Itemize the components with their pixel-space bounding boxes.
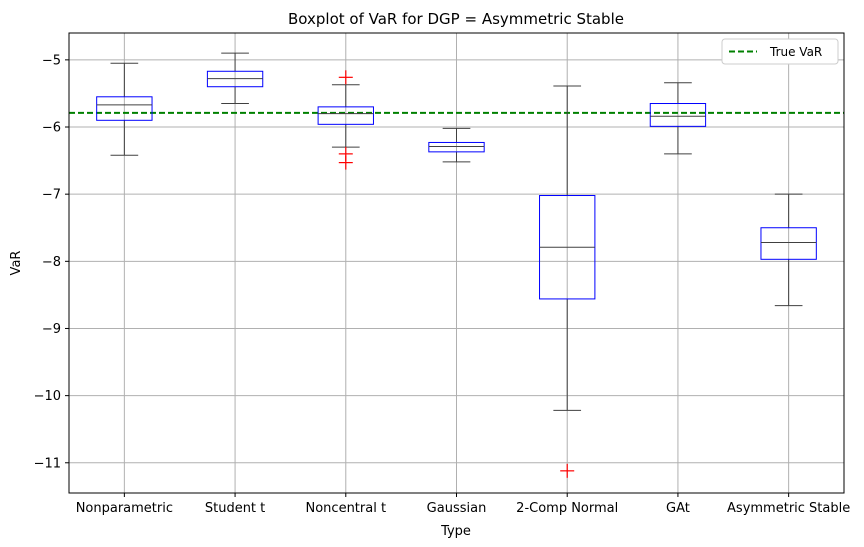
y-tick-label: −10 — [34, 389, 61, 404]
legend-frame — [721, 38, 839, 65]
outlier-marker — [560, 463, 575, 478]
y-tick-label: −9 — [42, 322, 61, 337]
x-tick-label: Gaussian — [427, 501, 487, 516]
x-tick-label: Asymmetric Stable — [727, 501, 850, 516]
y-tick-label: −8 — [42, 255, 61, 270]
legend-true-var-label: True VaR — [769, 45, 822, 59]
x-tick-label: GAt — [666, 501, 690, 516]
boxes — [96, 52, 817, 478]
box-gaussian — [428, 127, 485, 163]
grid — [69, 33, 844, 493]
box-asymmetric-stable — [760, 193, 817, 307]
x-axis-label: Type — [440, 524, 471, 539]
y-tick-label: −7 — [42, 188, 61, 203]
y-tick-label: −6 — [42, 121, 61, 136]
box-noncentral-t — [317, 70, 374, 170]
x-tick-label: 2-Comp Normal — [516, 501, 618, 516]
y-tick-label: −11 — [34, 456, 61, 471]
box-nonparametric — [96, 62, 153, 156]
x-tick-label: Student t — [205, 501, 265, 516]
box-student-t — [206, 52, 264, 105]
iqr-box — [428, 141, 485, 153]
iqr-box — [317, 106, 374, 125]
legend: True VaR — [721, 38, 839, 65]
outlier-marker — [338, 70, 353, 85]
iqr-box — [760, 227, 817, 260]
x-tick-label: Nonparametric — [76, 501, 173, 516]
iqr-box — [96, 96, 153, 121]
iqr-box — [649, 103, 707, 127]
y-axis-label: VaR — [9, 251, 24, 276]
x-tick-label: Noncentral t — [306, 501, 387, 516]
x-axis: Nonparametric Student t Noncentral t Gaussi… — [76, 493, 850, 516]
box-gat — [649, 82, 707, 155]
y-axis: −11 −10 −9 −8 −7 −6 −5 — [34, 53, 69, 471]
y-tick-label: −5 — [42, 53, 61, 68]
outlier-marker — [338, 155, 353, 170]
chart-title: Boxplot of VaR for DGP = Asymmetric Stab… — [288, 10, 624, 28]
box-2-comp-normal — [539, 85, 596, 478]
